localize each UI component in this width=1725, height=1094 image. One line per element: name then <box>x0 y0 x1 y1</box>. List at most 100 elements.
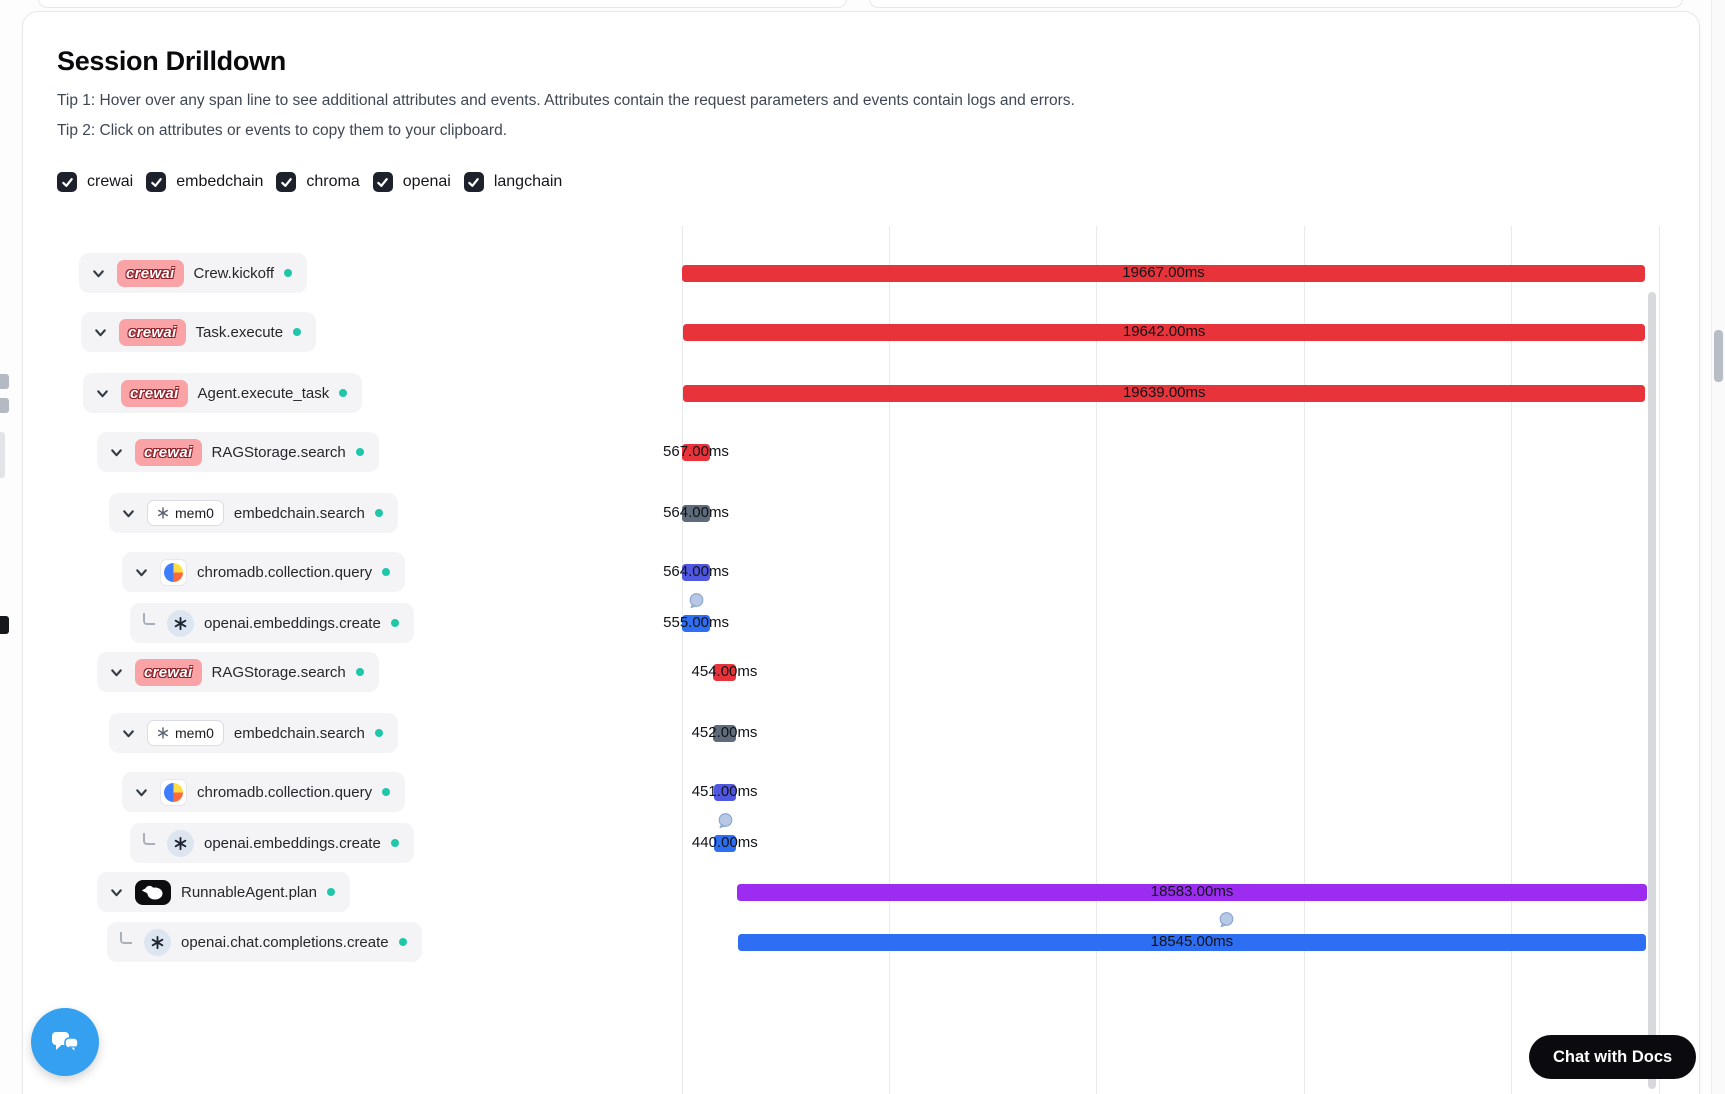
chroma-badge <box>160 558 187 586</box>
span-duration-bar[interactable] <box>682 443 710 461</box>
check-icon <box>150 177 162 187</box>
status-dot <box>355 448 364 456</box>
crewai-badge: crewai <box>119 318 186 346</box>
span-duration-label: 451.00ms <box>691 783 758 800</box>
span-duration-bar[interactable] <box>682 264 1646 282</box>
span-row-label[interactable]: RunnableAgent.plan <box>97 872 350 912</box>
clipped-sidebar-fragment <box>0 374 9 389</box>
span-duration-bar[interactable] <box>682 614 710 632</box>
span-row-label[interactable]: crewai Crew.kickoff <box>79 253 308 293</box>
filter-label: embedchain <box>176 173 264 190</box>
page-scrollbar-thumb[interactable] <box>1714 330 1723 382</box>
check-icon <box>377 177 389 187</box>
span-row-label[interactable]: crewai Task.execute <box>81 312 317 352</box>
span-duration-bar[interactable] <box>683 384 1646 402</box>
span-row-label[interactable]: openai.embeddings.create <box>130 823 414 863</box>
openai-logo-icon <box>151 935 164 949</box>
span-name: Crew.kickoff <box>193 264 275 282</box>
span-duration-bar[interactable] <box>737 883 1648 901</box>
span-row-label[interactable]: crewai Agent.execute_task <box>83 373 363 413</box>
event-bubble-icon[interactable] <box>717 812 734 829</box>
filter-item-crewai[interactable]: crewai <box>57 172 133 192</box>
chevron-down-icon[interactable] <box>108 444 125 461</box>
filter-item-chroma[interactable]: chroma <box>276 172 360 192</box>
span-duration-bar[interactable] <box>737 933 1646 951</box>
span-row-label[interactable]: mem0 embedchain.search <box>109 713 398 753</box>
span-duration-bar[interactable] <box>713 663 736 681</box>
span-name: embedchain.search <box>233 724 365 742</box>
crewai-badge: crewai <box>117 259 184 287</box>
span-name: openai.embeddings.create <box>204 834 381 852</box>
span-duration-bar[interactable] <box>714 834 736 852</box>
span-name: openai.chat.completions.create <box>181 933 389 951</box>
span-duration-bar[interactable] <box>713 783 736 801</box>
filter-label: langchain <box>493 173 563 190</box>
checkbox-crewai[interactable] <box>57 172 77 192</box>
span-duration-bar[interactable] <box>683 323 1646 341</box>
openai-badge <box>167 609 194 637</box>
status-dot <box>390 839 399 847</box>
filter-item-langchain[interactable]: langchain <box>463 172 563 192</box>
crewai-logo-text: crewai <box>144 443 193 461</box>
mem0-asterisk-icon <box>157 507 169 519</box>
chevron-down-icon[interactable] <box>92 324 109 341</box>
span-duration-label: 440.00ms <box>691 834 758 851</box>
checkbox-openai[interactable] <box>372 172 393 192</box>
span-duration-bar[interactable] <box>682 504 710 522</box>
span-duration-label: 452.00ms <box>691 724 758 741</box>
chevron-down-icon[interactable] <box>120 505 137 522</box>
status-dot <box>390 619 399 627</box>
chevron-down-icon[interactable] <box>108 664 125 681</box>
span-row-label[interactable]: openai.embeddings.create <box>130 603 414 643</box>
span-name: Agent.execute_task <box>197 384 330 402</box>
timeline-gridline <box>1304 226 1305 1094</box>
crewai-logo-text: crewai <box>128 323 177 341</box>
span-row-label[interactable]: crewai RAGStorage.search <box>97 432 379 472</box>
chevron-down-icon[interactable] <box>90 265 107 282</box>
span-row-label[interactable]: chromadb.collection.query <box>122 772 406 812</box>
span-name: Task.execute <box>195 323 284 341</box>
status-dot <box>374 729 383 737</box>
chroma-logo-icon <box>164 782 183 802</box>
span-row-label[interactable]: crewai RAGStorage.search <box>97 652 379 692</box>
mem0-logo-text: mem0 <box>175 505 214 521</box>
tree-connector-icon <box>143 613 155 625</box>
chat-with-docs-button[interactable]: Chat with Docs <box>1529 1035 1697 1079</box>
openai-badge <box>167 829 194 857</box>
event-bubble-icon[interactable] <box>1218 911 1235 928</box>
openai-logo-icon <box>174 836 187 850</box>
status-dot <box>293 328 302 336</box>
span-row-label[interactable]: chromadb.collection.query <box>122 552 406 592</box>
filter-item-openai[interactable]: openai <box>372 172 451 192</box>
checkbox-chroma[interactable] <box>276 172 297 192</box>
filter-item-embedchain[interactable]: embedchain <box>146 172 263 192</box>
timeline-gridline <box>682 226 683 1094</box>
span-name: chromadb.collection.query <box>197 783 373 801</box>
chevron-down-icon[interactable] <box>133 784 150 801</box>
langchain-badge <box>135 879 171 905</box>
chat-widget-button[interactable] <box>31 1008 99 1076</box>
status-dot <box>284 269 293 277</box>
span-row-label[interactable]: mem0 embedchain.search <box>109 493 398 533</box>
mem0-badge: mem0 <box>147 500 224 526</box>
top-card-left <box>38 0 847 8</box>
trace-scrollbar-thumb[interactable] <box>1648 292 1656 1089</box>
checkbox-embedchain[interactable] <box>146 172 167 192</box>
check-icon <box>468 177 480 187</box>
event-bubble-icon[interactable] <box>688 592 705 609</box>
chevron-down-icon[interactable] <box>108 884 125 901</box>
chevron-down-icon[interactable] <box>120 725 137 742</box>
chevron-down-icon[interactable] <box>133 564 150 581</box>
page-scrollbar[interactable] <box>1711 0 1725 1094</box>
clipped-sidebar-fragment <box>0 398 9 413</box>
span-duration-bar[interactable] <box>682 563 710 581</box>
chevron-down-icon[interactable] <box>94 385 111 402</box>
span-row-label[interactable]: openai.chat.completions.create <box>107 922 422 962</box>
checkbox-langchain[interactable] <box>463 172 484 192</box>
filter-label: chroma <box>306 173 360 190</box>
span-duration-bar[interactable] <box>713 724 736 742</box>
span-duration-label: 18583.00ms <box>1150 883 1234 900</box>
check-icon <box>61 177 73 187</box>
span-duration-label: 567.00ms <box>663 443 729 460</box>
